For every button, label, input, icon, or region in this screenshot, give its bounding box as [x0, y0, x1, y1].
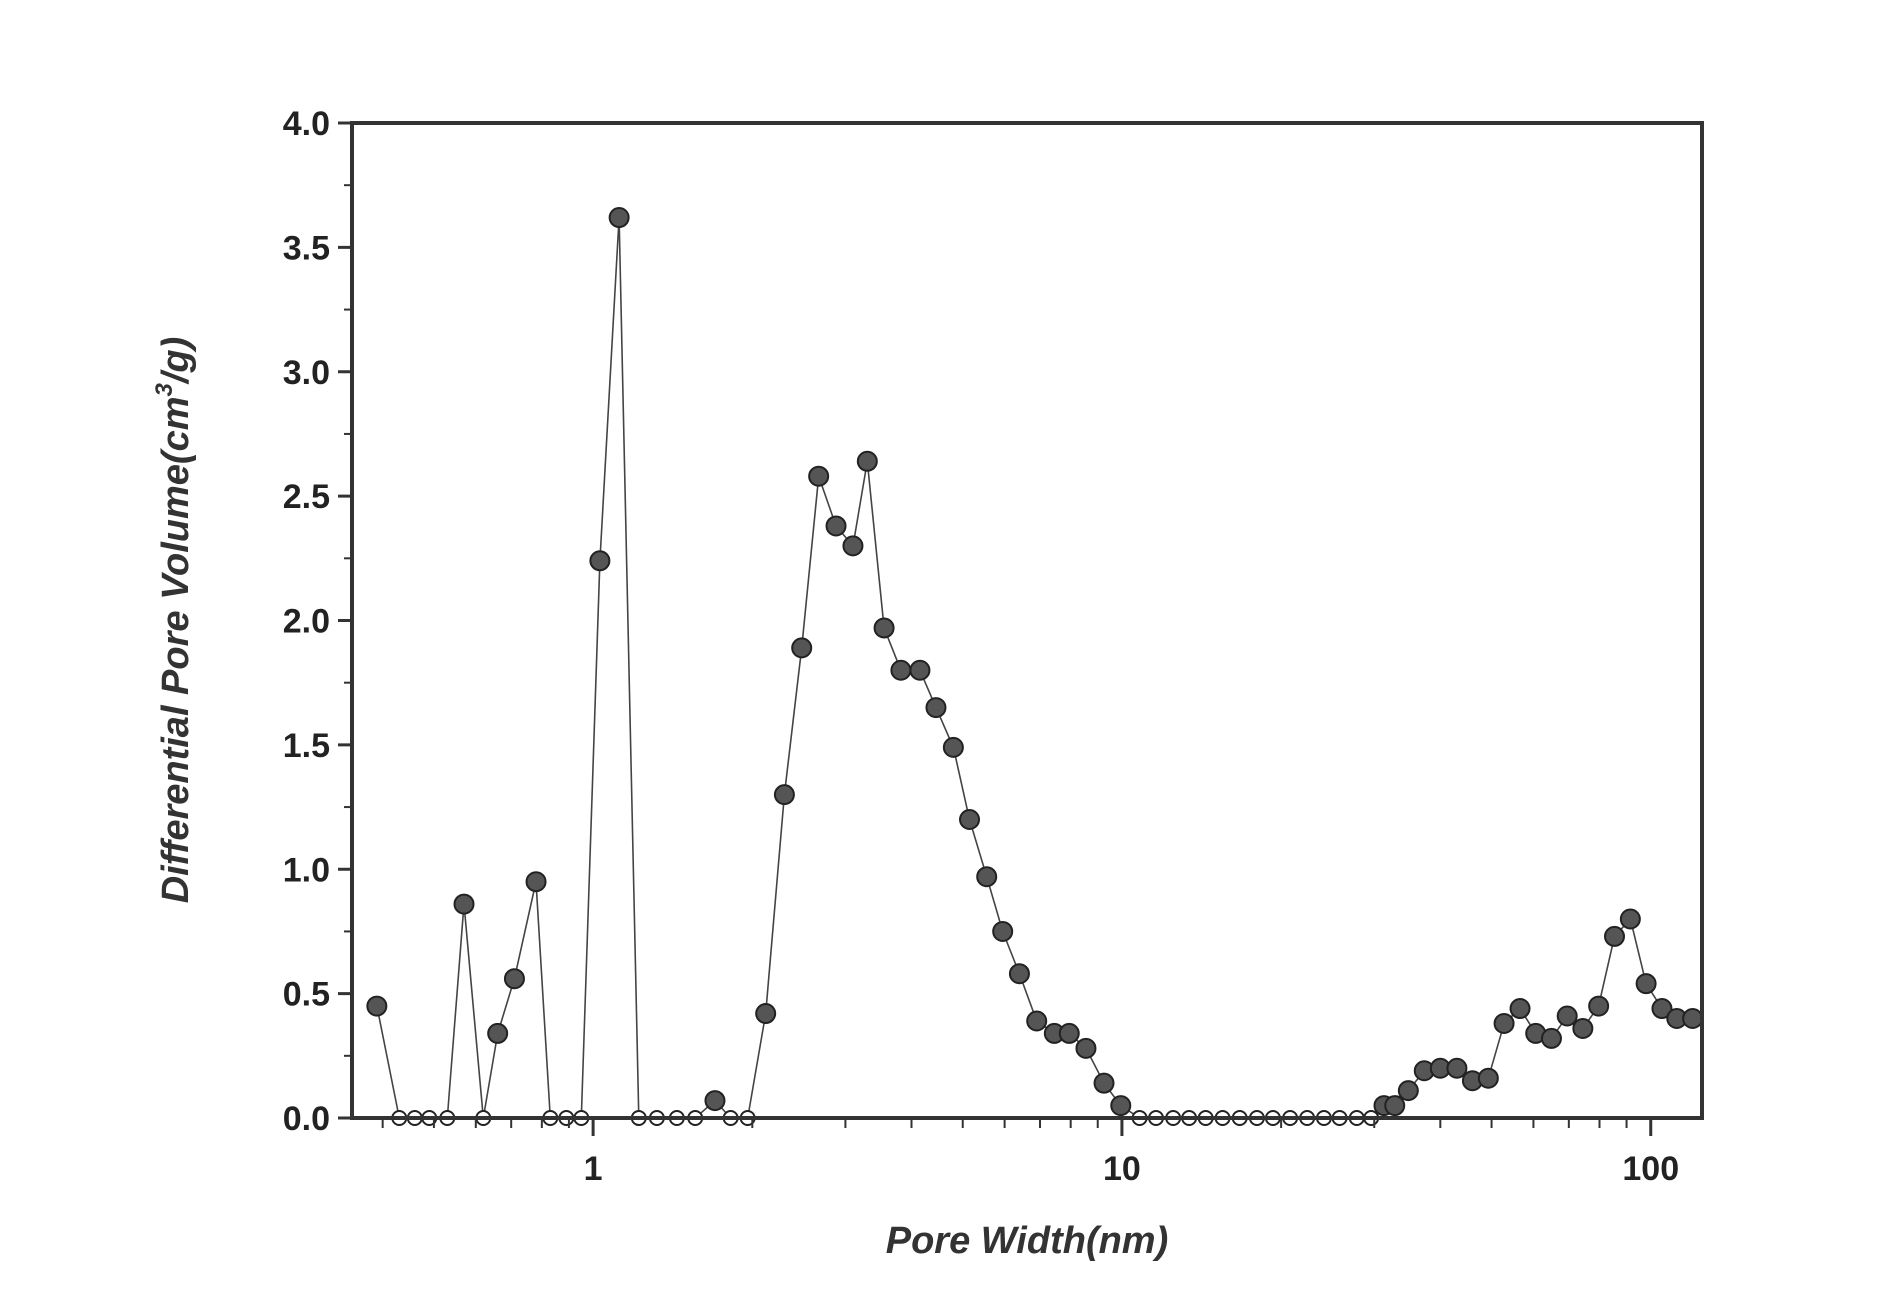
- data-point: [705, 1091, 724, 1110]
- data-point: [1010, 964, 1029, 983]
- data-point: [875, 618, 894, 637]
- data-point: [891, 661, 910, 680]
- data-point: [843, 536, 862, 555]
- data-point: [775, 785, 794, 804]
- x-tick-label: 1: [584, 1150, 603, 1188]
- y-tick-label: 0.0: [283, 1100, 330, 1138]
- y-axis-title-end: /g): [155, 337, 197, 385]
- data-point: [1495, 1014, 1514, 1033]
- data-point: [1589, 997, 1608, 1016]
- data-point: [1479, 1069, 1498, 1088]
- data-point: [1399, 1081, 1418, 1100]
- y-tick-label: 0.5: [283, 976, 330, 1014]
- data-point: [1605, 927, 1624, 946]
- data-point: [827, 516, 846, 535]
- y-axis-title-main: Differential Pore Volume(cm: [155, 396, 197, 903]
- data-point: [809, 467, 828, 486]
- data-point: [367, 997, 386, 1016]
- data-point: [1683, 1009, 1702, 1028]
- data-point: [1095, 1074, 1114, 1093]
- data-point: [1573, 1019, 1592, 1038]
- data-point: [527, 872, 546, 891]
- y-tick-label: 1.0: [283, 851, 330, 889]
- data-point: [488, 1024, 507, 1043]
- data-point: [1447, 1059, 1466, 1078]
- data-point: [756, 1004, 775, 1023]
- data-point: [1637, 974, 1656, 993]
- data-point: [505, 969, 524, 988]
- data-point: [960, 810, 979, 829]
- y-axis-title: Differential Pore Volume(cm3/g): [151, 337, 197, 904]
- data-point: [455, 895, 474, 914]
- data-point: [1558, 1007, 1577, 1026]
- data-point: [944, 738, 963, 757]
- data-point: [1511, 999, 1530, 1018]
- data-point: [1076, 1039, 1095, 1058]
- data-point: [1542, 1029, 1561, 1048]
- y-tick-label: 2.0: [283, 603, 330, 641]
- data-point: [993, 922, 1012, 941]
- y-tick-label: 4.0: [283, 105, 330, 143]
- data-point: [858, 452, 877, 471]
- x-tick-label: 100: [1622, 1150, 1679, 1188]
- data-point: [926, 698, 945, 717]
- x-axis-title: Pore Width(nm): [886, 1220, 1169, 1262]
- data-point: [1060, 1024, 1079, 1043]
- data-point: [1027, 1011, 1046, 1030]
- y-tick-label: 2.5: [283, 478, 330, 516]
- data-point: [1111, 1096, 1130, 1115]
- data-point: [792, 638, 811, 657]
- data-point: [910, 661, 929, 680]
- y-tick-label: 3.5: [283, 229, 330, 267]
- data-point: [1621, 910, 1640, 929]
- y-axis-title-superscript: 3: [151, 382, 178, 396]
- data-point: [977, 867, 996, 886]
- y-tick-label: 3.0: [283, 354, 330, 392]
- data-point: [590, 551, 609, 570]
- data-point: [610, 208, 629, 227]
- x-tick-label: 10: [1103, 1150, 1141, 1188]
- data-point: [1385, 1096, 1404, 1115]
- y-tick-label: 1.5: [283, 727, 330, 765]
